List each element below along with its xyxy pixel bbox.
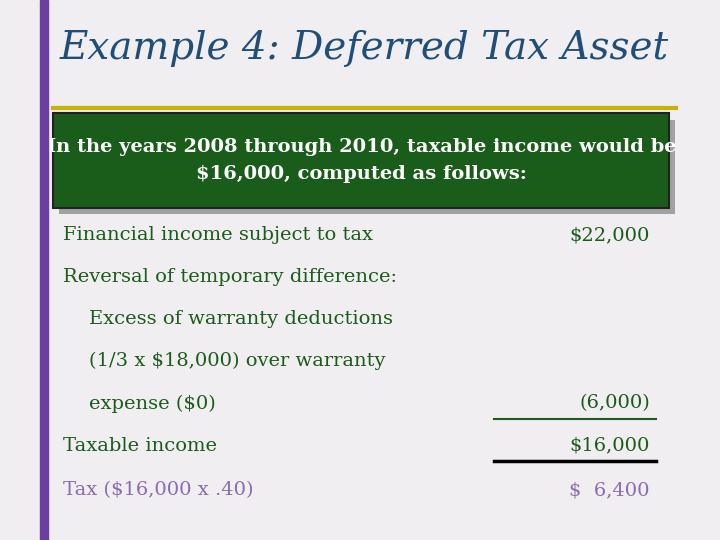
Text: $16,000: $16,000 bbox=[570, 436, 650, 455]
Text: In the years 2008 through 2010, taxable income would be
$16,000, computed as fol: In the years 2008 through 2010, taxable … bbox=[47, 138, 676, 183]
Text: $  6,400: $ 6,400 bbox=[570, 481, 650, 500]
Text: expense ($0): expense ($0) bbox=[89, 394, 216, 413]
Text: (1/3 x $18,000) over warranty: (1/3 x $18,000) over warranty bbox=[89, 352, 385, 370]
Text: Financial income subject to tax: Financial income subject to tax bbox=[63, 226, 373, 244]
FancyBboxPatch shape bbox=[58, 120, 675, 214]
Text: Reversal of temporary difference:: Reversal of temporary difference: bbox=[63, 268, 397, 286]
Text: Excess of warranty deductions: Excess of warranty deductions bbox=[89, 310, 393, 328]
Bar bbox=[40, 0, 48, 540]
Text: Tax ($16,000 x .40): Tax ($16,000 x .40) bbox=[63, 481, 253, 500]
Text: Example 4: Deferred Tax Asset: Example 4: Deferred Tax Asset bbox=[60, 30, 669, 67]
Text: $22,000: $22,000 bbox=[570, 226, 650, 244]
Text: (6,000): (6,000) bbox=[579, 394, 650, 413]
Text: Taxable income: Taxable income bbox=[63, 436, 217, 455]
FancyBboxPatch shape bbox=[53, 113, 670, 208]
